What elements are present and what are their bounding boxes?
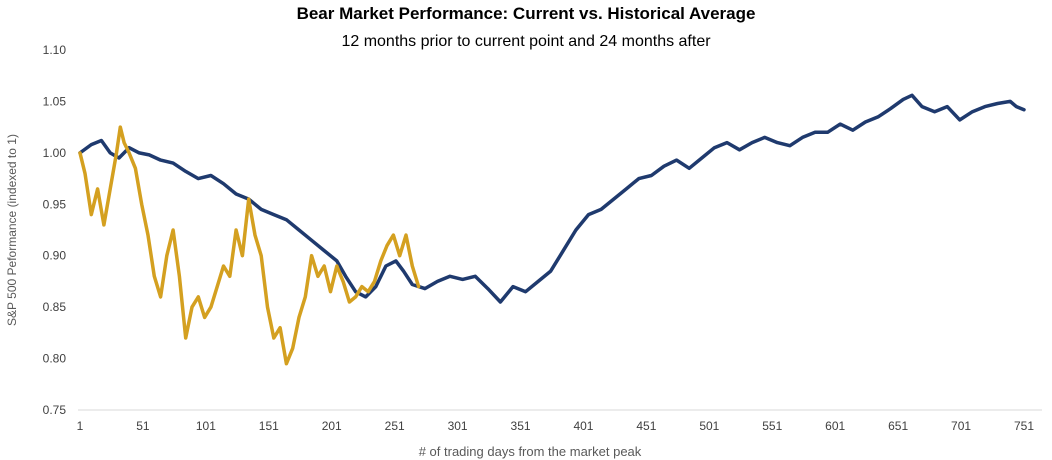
- x-tick-label: 1: [77, 419, 84, 433]
- y-tick-label: 1.05: [43, 94, 67, 108]
- x-tick-label: 751: [1014, 419, 1034, 433]
- x-tick-label: 201: [322, 419, 342, 433]
- y-axis-title: S&P 500 Peformance (indexed to 1): [5, 134, 19, 326]
- x-tick-label: 301: [448, 419, 468, 433]
- x-tick-label: 101: [196, 419, 216, 433]
- historical-average-line: [78, 93, 1026, 304]
- y-axis: 0.75 0.80 0.85 0.90 0.95 1.00 1.05 1.10: [43, 43, 67, 417]
- x-tick-label: 651: [888, 419, 908, 433]
- x-tick-label: 51: [136, 419, 150, 433]
- y-tick-label: 0.95: [43, 197, 67, 211]
- y-tick-label: 0.90: [43, 249, 67, 263]
- x-tick-label: 601: [825, 419, 845, 433]
- chart-subtitle: 12 months prior to current point and 24 …: [341, 33, 711, 50]
- y-tick-label: 1.10: [43, 43, 67, 57]
- x-tick-label: 251: [385, 419, 405, 433]
- current-line: [78, 125, 421, 366]
- x-tick-label: 151: [259, 419, 279, 433]
- x-tick-label: 501: [699, 419, 719, 433]
- chart-title: Bear Market Performance: Current vs. His…: [296, 4, 756, 23]
- y-tick-label: 1.00: [43, 146, 67, 160]
- y-tick-label: 0.80: [43, 352, 67, 366]
- x-axis-title: # of trading days from the market peak: [419, 444, 642, 459]
- series-group: [78, 93, 1026, 366]
- x-tick-label: 451: [636, 419, 656, 433]
- x-tick-label: 401: [573, 419, 593, 433]
- x-axis: 1 51 101 151 201 251 301 351 401 451 501 551 601 651 7…: [77, 419, 1035, 433]
- x-tick-label: 701: [951, 419, 971, 433]
- x-tick-label: 551: [762, 419, 782, 433]
- y-tick-label: 0.85: [43, 300, 67, 314]
- x-tick-label: 351: [511, 419, 531, 433]
- y-tick-label: 0.75: [43, 403, 67, 417]
